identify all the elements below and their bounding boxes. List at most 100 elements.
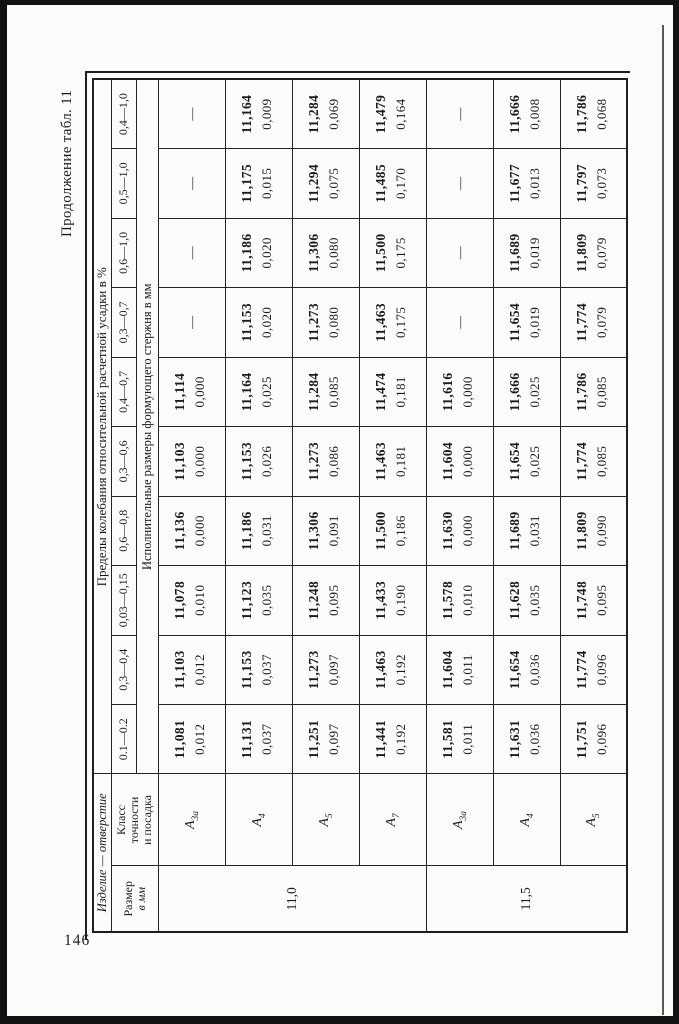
outer-double-rule-top xyxy=(85,71,87,940)
data-cell: 11,797 0,073 xyxy=(560,148,627,219)
data-cell: 11,463 0,181 xyxy=(359,426,426,497)
data-cell: 11,153 0,037 xyxy=(225,635,292,705)
data-cell: 11,666 0,025 xyxy=(493,357,560,427)
data-cell: 11,786 0,068 xyxy=(560,79,627,149)
data-cell: 11,630 0,000 xyxy=(426,496,493,566)
data-cell: 11,273 0,097 xyxy=(292,635,359,705)
data-cell: 11,103 0,012 xyxy=(158,635,225,705)
data-cell: 11,463 0,192 xyxy=(359,635,426,705)
data-cell: 11,273 0,080 xyxy=(292,287,359,358)
data-cell: 11,578 0,010 xyxy=(426,565,493,636)
table-row: А4 11,131 0,037 11,153 0,037 11,123 0,035 11,18… xyxy=(225,79,292,932)
data-cell-empty: — xyxy=(158,218,225,288)
page-number: 146 xyxy=(64,932,91,949)
table-row: 11,0 А3а 11,081 0,012 11,103 0,012 11,078 0,010… xyxy=(158,79,426,932)
data-cell: 11,136 0,000 xyxy=(158,496,225,566)
product-header: Изделие — отверстие xyxy=(93,773,111,932)
data-cell: 11,186 0,020 xyxy=(225,218,292,288)
data-cell: 11,774 0,096 xyxy=(560,635,627,705)
class-cell: А4 xyxy=(225,773,292,866)
data-cell-empty: — xyxy=(426,218,493,288)
data-cell: 11,809 0,079 xyxy=(560,218,627,288)
data-cell: 11,441 0,192 xyxy=(359,704,426,774)
data-cell: 11,500 0,186 xyxy=(359,496,426,566)
data-cell: 11,677 0,013 xyxy=(493,148,560,219)
data-cell: 11,114 0,000 xyxy=(158,357,225,427)
class-cell: А3а xyxy=(158,773,225,866)
range-header: 0,3—0,6 xyxy=(111,426,136,497)
class-cell: А7 xyxy=(359,773,426,866)
data-cell: 11,248 0,095 xyxy=(292,565,359,636)
data-cell: 11,479 0,164 xyxy=(359,79,426,149)
data-cell: 11,186 0,031 xyxy=(225,496,292,566)
range-header: 0,03—0,15 xyxy=(111,565,136,636)
range-header: 0,5—1,0 xyxy=(111,148,136,219)
table-row: А5 11,251 0,097 11,273 0,097 11,248 0,095 11,30… xyxy=(292,79,359,932)
size-cell: 11,5 xyxy=(426,866,627,932)
data-cell: 11,474 0,181 xyxy=(359,357,426,427)
data-cell: 11,081 0,012 xyxy=(158,704,225,774)
range-header: 0,6—0,8 xyxy=(111,496,136,566)
table-caption-text: Продолжение табл. 11 xyxy=(59,89,75,237)
table-body: 11,0 А3а 11,081 0,012 11,103 0,012 11,078 0,010… xyxy=(158,79,627,932)
data-cell: 11,251 0,097 xyxy=(292,704,359,774)
size-cell: 11,0 xyxy=(158,866,426,932)
data-cell: 11,164 0,025 xyxy=(225,357,292,427)
data-cell: 11,294 0,075 xyxy=(292,148,359,219)
range-header: 0.1—0.2 xyxy=(111,704,136,774)
page-fold-line xyxy=(662,25,664,1015)
data-cell: 11,751 0,096 xyxy=(560,704,627,774)
data-cell: 11,604 0,011 xyxy=(426,635,493,705)
table-row: 11,5 А3а 11,581 0,011 11,604 0,011 11,578 0,010… xyxy=(426,79,627,932)
class-cell: А3а xyxy=(426,773,493,866)
size-header: Размер в мм xyxy=(111,866,158,932)
table-caption: Продолжение табл. 11 xyxy=(59,69,81,237)
limits-header: Пределы колебания относительной расчетно… xyxy=(93,79,111,774)
table-row: А4 11,631 0,036 11,654 0,036 11,628 0,035 11,68… xyxy=(493,79,560,932)
data-cell: 11,463 0,175 xyxy=(359,287,426,358)
data-cell: 11,774 0,079 xyxy=(560,287,627,358)
range-header: 0,6—1,0 xyxy=(111,218,136,288)
class-cell: А5 xyxy=(560,773,627,866)
data-cell: 11,689 0,031 xyxy=(493,496,560,566)
data-cell: 11,485 0,170 xyxy=(359,148,426,219)
class-header: Класс точности и посадка xyxy=(111,773,158,866)
data-cell: 11,654 0,036 xyxy=(493,635,560,705)
outer-double-rule-right xyxy=(85,71,630,73)
data-cell: 11,774 0,085 xyxy=(560,426,627,497)
data-cell: 11,654 0,025 xyxy=(493,426,560,497)
table-row: А5 11,751 0,096 11,774 0,096 11,748 0,095 11,80… xyxy=(560,79,627,932)
data-cell: 11,581 0,011 xyxy=(426,704,493,774)
data-cell: 11,809 0,090 xyxy=(560,496,627,566)
data-cell: 11,284 0,069 xyxy=(292,79,359,149)
range-header: 0,4—1,0 xyxy=(111,79,136,149)
table-row: А7 11,441 0,192 11,463 0,192 11,433 0,190 11,50… xyxy=(359,79,426,932)
data-cell-empty: — xyxy=(426,148,493,219)
data-cell: 11,654 0,019 xyxy=(493,287,560,358)
data-cell: 11,666 0,008 xyxy=(493,79,560,149)
shrinkage-table: Изделие — отверстие Пределы колебания от… xyxy=(92,78,628,933)
data-cell: 11,628 0,035 xyxy=(493,565,560,636)
range-header: 0,3—0,7 xyxy=(111,287,136,358)
data-cell-empty: — xyxy=(158,148,225,219)
data-cell: 11,284 0,085 xyxy=(292,357,359,427)
data-cell: 11,175 0,015 xyxy=(225,148,292,219)
data-cell: 11,433 0,190 xyxy=(359,565,426,636)
data-cell: 11,604 0,000 xyxy=(426,426,493,497)
data-cell-empty: — xyxy=(426,79,493,149)
data-cell: 11,078 0,010 xyxy=(158,565,225,636)
data-cell: 11,616 0,000 xyxy=(426,357,493,427)
shrinkage-table-rotated: Изделие — отверстие Пределы колебания от… xyxy=(85,71,630,940)
class-cell: А5 xyxy=(292,773,359,866)
data-cell: 11,631 0,036 xyxy=(493,704,560,774)
data-cell: 11,164 0,009 xyxy=(225,79,292,149)
data-cell-empty: — xyxy=(158,79,225,149)
data-cell: 11,123 0,035 xyxy=(225,565,292,636)
range-header: 0,3—0,4 xyxy=(111,635,136,705)
data-cell-empty: — xyxy=(158,287,225,358)
exec-header: Исполнительные размеры формующего стержн… xyxy=(136,79,158,774)
data-cell: 11,748 0,095 xyxy=(560,565,627,636)
range-header: 0,4—0,7 xyxy=(111,357,136,427)
data-cell: 11,306 0,091 xyxy=(292,496,359,566)
